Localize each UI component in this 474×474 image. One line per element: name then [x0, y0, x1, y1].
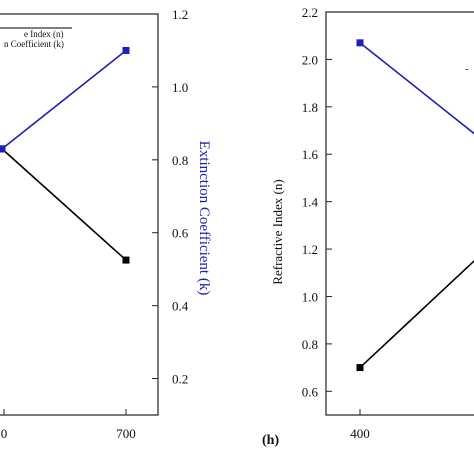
left-series-line-0 — [1, 148, 127, 261]
right-x-tick-label: 400 — [350, 426, 370, 441]
right-y-tick-label: 0.4 — [172, 299, 189, 314]
left-x-tick-label: 700 — [116, 426, 136, 441]
left-y-tick-label: 1.8 — [302, 100, 318, 115]
right-series-line-1 — [359, 259, 474, 369]
left-axis-title: Refractive Index (n) — [270, 179, 285, 284]
left-y-tick-label: 2.0 — [302, 52, 318, 67]
left-x-tick-label: 0 — [1, 426, 8, 441]
left-y-tick-label: 1.6 — [302, 147, 319, 162]
right-y-tick-label: 1.0 — [172, 80, 188, 95]
right-panel: 0.6 0.8 1.0 1.2 1.4 1.6 1.8 2.0 2.2 400 Refracti… — [262, 5, 474, 448]
right-series-marker-1-0 — [356, 364, 364, 372]
left-series-layer — [0, 46, 130, 264]
right-y-tick-label: 0.2 — [172, 372, 188, 387]
left-x-axis-ticks: 0 700 — [1, 409, 136, 441]
panel-label: (h) — [262, 433, 279, 448]
left-y-tick-label: 1.4 — [302, 195, 319, 210]
left-panel: 0.2 0.4 0.6 0.8 1.0 1.2 0 700 e Index (n) n Co… — [0, 7, 212, 441]
left-y-tick-label: 0.8 — [302, 337, 318, 352]
right-x-axis-ticks: 400 — [350, 409, 370, 441]
right-series-line-0 — [359, 42, 474, 135]
right-series-marker-0-0 — [356, 39, 364, 47]
left-y-tick-label: 1.2 — [302, 242, 318, 257]
legend-fragment: - — [465, 63, 469, 75]
right-y-tick-label: 0.6 — [172, 226, 189, 241]
left-series-marker-0-1 — [122, 256, 130, 264]
left-series-marker-1-0 — [0, 145, 6, 153]
legend-label-k: n Coefficient (k) — [4, 39, 64, 49]
right-y-tick-label: 1.2 — [172, 7, 188, 22]
left-series-marker-1-1 — [122, 46, 130, 54]
left-series-line-1 — [1, 49, 127, 150]
right-left-axis-ticks: 0.6 0.8 1.0 1.2 1.4 1.6 1.8 2.0 2.2 — [302, 5, 332, 399]
right-series-layer — [356, 39, 474, 372]
left-y-tick-label: 0.6 — [302, 384, 319, 399]
left-plot-frame — [0, 13, 159, 416]
left-right-axis-ticks: 0.2 0.4 0.6 0.8 1.0 1.2 — [152, 7, 189, 387]
left-legend: e Index (n) n Coefficient (k) — [0, 27, 72, 49]
left-y-tick-label: 1.0 — [302, 289, 318, 304]
right-axis-title: Extinction Coefficient (k) — [196, 141, 212, 296]
left-y-tick-label: 2.2 — [302, 5, 318, 20]
right-plot-frame — [325, 11, 474, 416]
right-y-tick-label: 0.8 — [172, 153, 188, 168]
legend-label-n: e Index (n) — [24, 29, 63, 39]
